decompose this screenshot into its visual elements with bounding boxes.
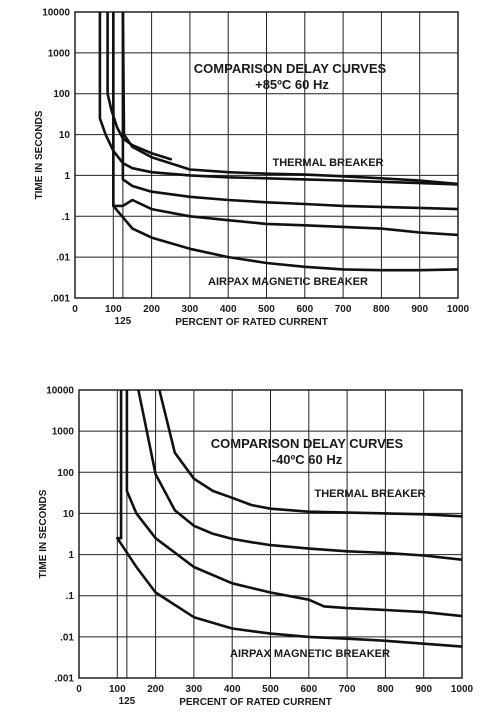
delay-curve-3 [125, 390, 462, 618]
delay-curve-5 [98, 12, 458, 186]
chart-subtitle: +85ºC 60 Hz [255, 77, 329, 92]
x-tick-label: 400 [220, 304, 237, 315]
x-axis-label: PERCENT OF RATED CURRENT [175, 317, 328, 328]
x-tick-label: 1000 [447, 304, 470, 315]
delay-curve-1 [158, 390, 462, 518]
chart-2: 0 100 200 300 400 500 600 700 800 900 1000 125 10000… [38, 386, 474, 709]
x-tick-label: 900 [411, 304, 428, 315]
magnetic-breaker-label: AIRPAX MAGNETIC BREAKER [208, 276, 368, 288]
y-tick-label: .01 [56, 253, 70, 264]
y-tick-label: .001 [55, 674, 75, 685]
y-tick-label: 1000 [48, 48, 71, 59]
plot-frame [74, 11, 459, 299]
magnetic-breaker-label: AIRPAX MAGNETIC BREAKER [230, 648, 390, 660]
y-tick-label: 1 [64, 171, 70, 182]
y-tick-label: 10 [63, 509, 75, 520]
x-tick-label: 300 [186, 684, 203, 695]
thermal-breaker-label: THERMAL BREAKER [314, 488, 425, 500]
chart-title: COMPARISON DELAY CURVES [194, 61, 387, 76]
delay-curve-3 [112, 12, 458, 237]
y-tick-label: .1 [62, 212, 71, 223]
thermal-breaker-label: THERMAL BREAKER [272, 157, 383, 169]
y-axis-label: TIME IN SECONDS [38, 489, 49, 578]
x-tick-label: 200 [143, 304, 160, 315]
x-tick-label: 900 [415, 684, 432, 695]
chart-subtitle: -40ºC 60 Hz [272, 452, 343, 467]
y-tick-label: 10000 [42, 8, 70, 19]
y-tick-label: 10000 [46, 386, 74, 397]
x-tick-label: 700 [335, 304, 352, 315]
y-tick-label: .001 [51, 294, 71, 305]
y-axis-label: TIME IN SECONDS [34, 110, 45, 199]
y-tick-label: 100 [53, 89, 70, 100]
x-tick-label: 700 [339, 684, 356, 695]
y-tick-label: 1000 [52, 427, 75, 438]
y-tick-label: .01 [60, 632, 74, 643]
chart-title: COMPARISON DELAY CURVES [211, 436, 404, 451]
x-tick-label: 600 [296, 304, 313, 315]
delay-curve-2 [137, 390, 462, 561]
delay-curve-4 [116, 390, 462, 648]
x-tick-label: 100 [109, 684, 126, 695]
chart-1: 0 100 200 300 400 500 600 700 800 900 1000 125 10000… [34, 8, 470, 329]
x-tick-label: 100 [105, 304, 122, 315]
y-tick-label: 1 [68, 550, 74, 561]
y-tick-label: 100 [57, 468, 74, 479]
x-tick-label: 600 [300, 684, 317, 695]
delay-curve-2 [121, 12, 458, 211]
x-tick-label: 0 [76, 684, 82, 695]
x-tick-label: 500 [258, 304, 275, 315]
x-tick-label: 800 [377, 684, 394, 695]
x-tick-label-125: 125 [119, 696, 136, 707]
x-tick-label: 400 [224, 684, 241, 695]
y-tick-label: .1 [66, 591, 75, 602]
delay-curve-6 [106, 12, 173, 161]
x-tick-label: 0 [72, 304, 78, 315]
x-axis-label: PERCENT OF RATED CURRENT [179, 697, 332, 708]
y-tick-label: 10 [59, 130, 71, 141]
x-tick-label: 1000 [451, 684, 474, 695]
plot-frame [78, 389, 463, 679]
x-tick-label-125: 125 [115, 316, 132, 327]
x-tick-label: 800 [373, 304, 390, 315]
x-tick-label: 500 [262, 684, 279, 695]
x-tick-label: 200 [147, 684, 164, 695]
delay-curve-4 [112, 12, 458, 272]
x-tick-label: 300 [182, 304, 199, 315]
